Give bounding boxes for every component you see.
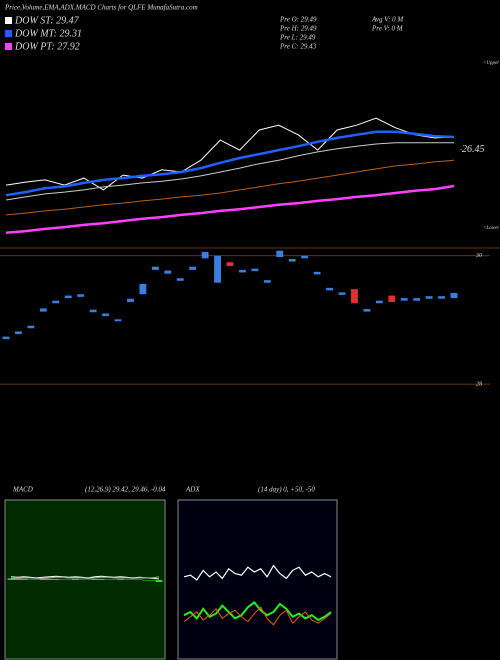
histogram-bar <box>59 579 66 580</box>
prev-stat: Pre L: 29.49 <box>279 34 316 42</box>
chart-title: Price,Volume,EMA,ADX,MACD Charts for QLF… <box>4 4 198 12</box>
candle <box>164 270 172 274</box>
candle <box>127 298 134 302</box>
candle <box>375 300 383 304</box>
histogram-bar <box>72 578 79 580</box>
series-line <box>183 564 332 581</box>
candle <box>114 319 122 322</box>
histogram-bar <box>91 578 98 580</box>
prev-stat: Pre H: 29.49 <box>279 25 317 33</box>
y-tick-label: 30 <box>475 253 482 259</box>
dow-stat: DOW MT: 29.31 <box>14 28 82 39</box>
candle <box>151 266 159 270</box>
band-label: <Upper <box>483 61 499 66</box>
candle <box>27 325 35 329</box>
series-line <box>5 184 455 235</box>
candle <box>276 250 284 258</box>
candle <box>313 271 321 275</box>
adx-panel <box>177 499 338 660</box>
candle <box>425 296 433 299</box>
y-tick-label: 26.45 <box>462 144 485 155</box>
prev-stat: Pre C: 29.43 <box>279 43 317 51</box>
histogram-bar <box>149 580 156 581</box>
candle <box>102 313 109 317</box>
series-line <box>5 117 455 191</box>
candle <box>77 294 85 297</box>
histogram-bar <box>123 579 131 580</box>
candle <box>214 255 221 283</box>
y-tick-label: 28 <box>476 381 482 387</box>
legend-swatch <box>5 30 12 37</box>
candle <box>226 262 234 267</box>
candle <box>438 296 445 299</box>
candle <box>201 251 209 259</box>
candle <box>338 292 346 295</box>
histogram-bar <box>136 579 144 580</box>
histogram-bar <box>65 579 73 580</box>
candle <box>15 331 22 335</box>
candle <box>189 266 197 270</box>
series-line <box>183 606 332 626</box>
volume-stat: Pre V: 0 M <box>371 25 404 33</box>
histogram-bar <box>52 578 60 580</box>
candle <box>52 300 60 304</box>
candle <box>263 280 271 283</box>
candle <box>251 268 259 272</box>
histogram-bar <box>33 579 41 580</box>
series-line <box>5 142 454 201</box>
candle <box>139 284 147 295</box>
dow-stat: DOW ST: 29.47 <box>14 15 80 26</box>
candle <box>39 308 47 312</box>
legend-swatch <box>5 43 12 50</box>
panel-title: ADX <box>185 486 200 494</box>
candle <box>64 295 72 299</box>
histogram-bar <box>20 578 28 580</box>
histogram-bar <box>117 578 124 580</box>
candle <box>176 278 184 281</box>
candle <box>363 309 371 312</box>
histogram-bar <box>97 578 105 580</box>
histogram-bar <box>26 579 34 580</box>
histogram-bar <box>84 579 92 580</box>
series-line <box>5 130 455 197</box>
histogram-bar <box>7 578 15 580</box>
dow-stat: DOW PT: 27.92 <box>14 41 80 52</box>
histogram-bar <box>104 579 111 580</box>
candle <box>351 289 358 304</box>
candle <box>288 258 296 262</box>
histogram-bar <box>14 578 21 580</box>
candle <box>239 269 246 273</box>
histogram-bar <box>46 578 53 580</box>
prev-stat: Pre O: 29.49 <box>279 16 317 24</box>
histogram-bar <box>78 579 86 580</box>
series-line <box>11 576 160 579</box>
candle <box>326 287 333 291</box>
legend-swatch <box>5 17 12 24</box>
panel-title: MACD <box>12 486 33 494</box>
volume-stat: Avg V: 0 M <box>371 16 404 24</box>
series-line <box>5 159 455 216</box>
candle <box>388 295 396 302</box>
candle <box>2 336 10 340</box>
histogram-bar <box>129 579 137 580</box>
panel-subtitle: (12,26,9) 29.42, 29.46, -0.04 <box>85 486 166 494</box>
candle <box>400 298 408 301</box>
candle <box>301 255 309 259</box>
histogram-bar <box>39 578 47 580</box>
histogram-bar <box>142 580 150 581</box>
histogram-bar <box>155 580 163 583</box>
band-label: <Lower <box>483 226 499 231</box>
histogram-bar <box>110 579 118 580</box>
panel-subtitle: (14 day) 0, +50, -50 <box>258 486 315 494</box>
candle <box>413 298 421 301</box>
candle <box>89 309 97 313</box>
series-line <box>10 575 160 580</box>
candle <box>450 292 458 299</box>
